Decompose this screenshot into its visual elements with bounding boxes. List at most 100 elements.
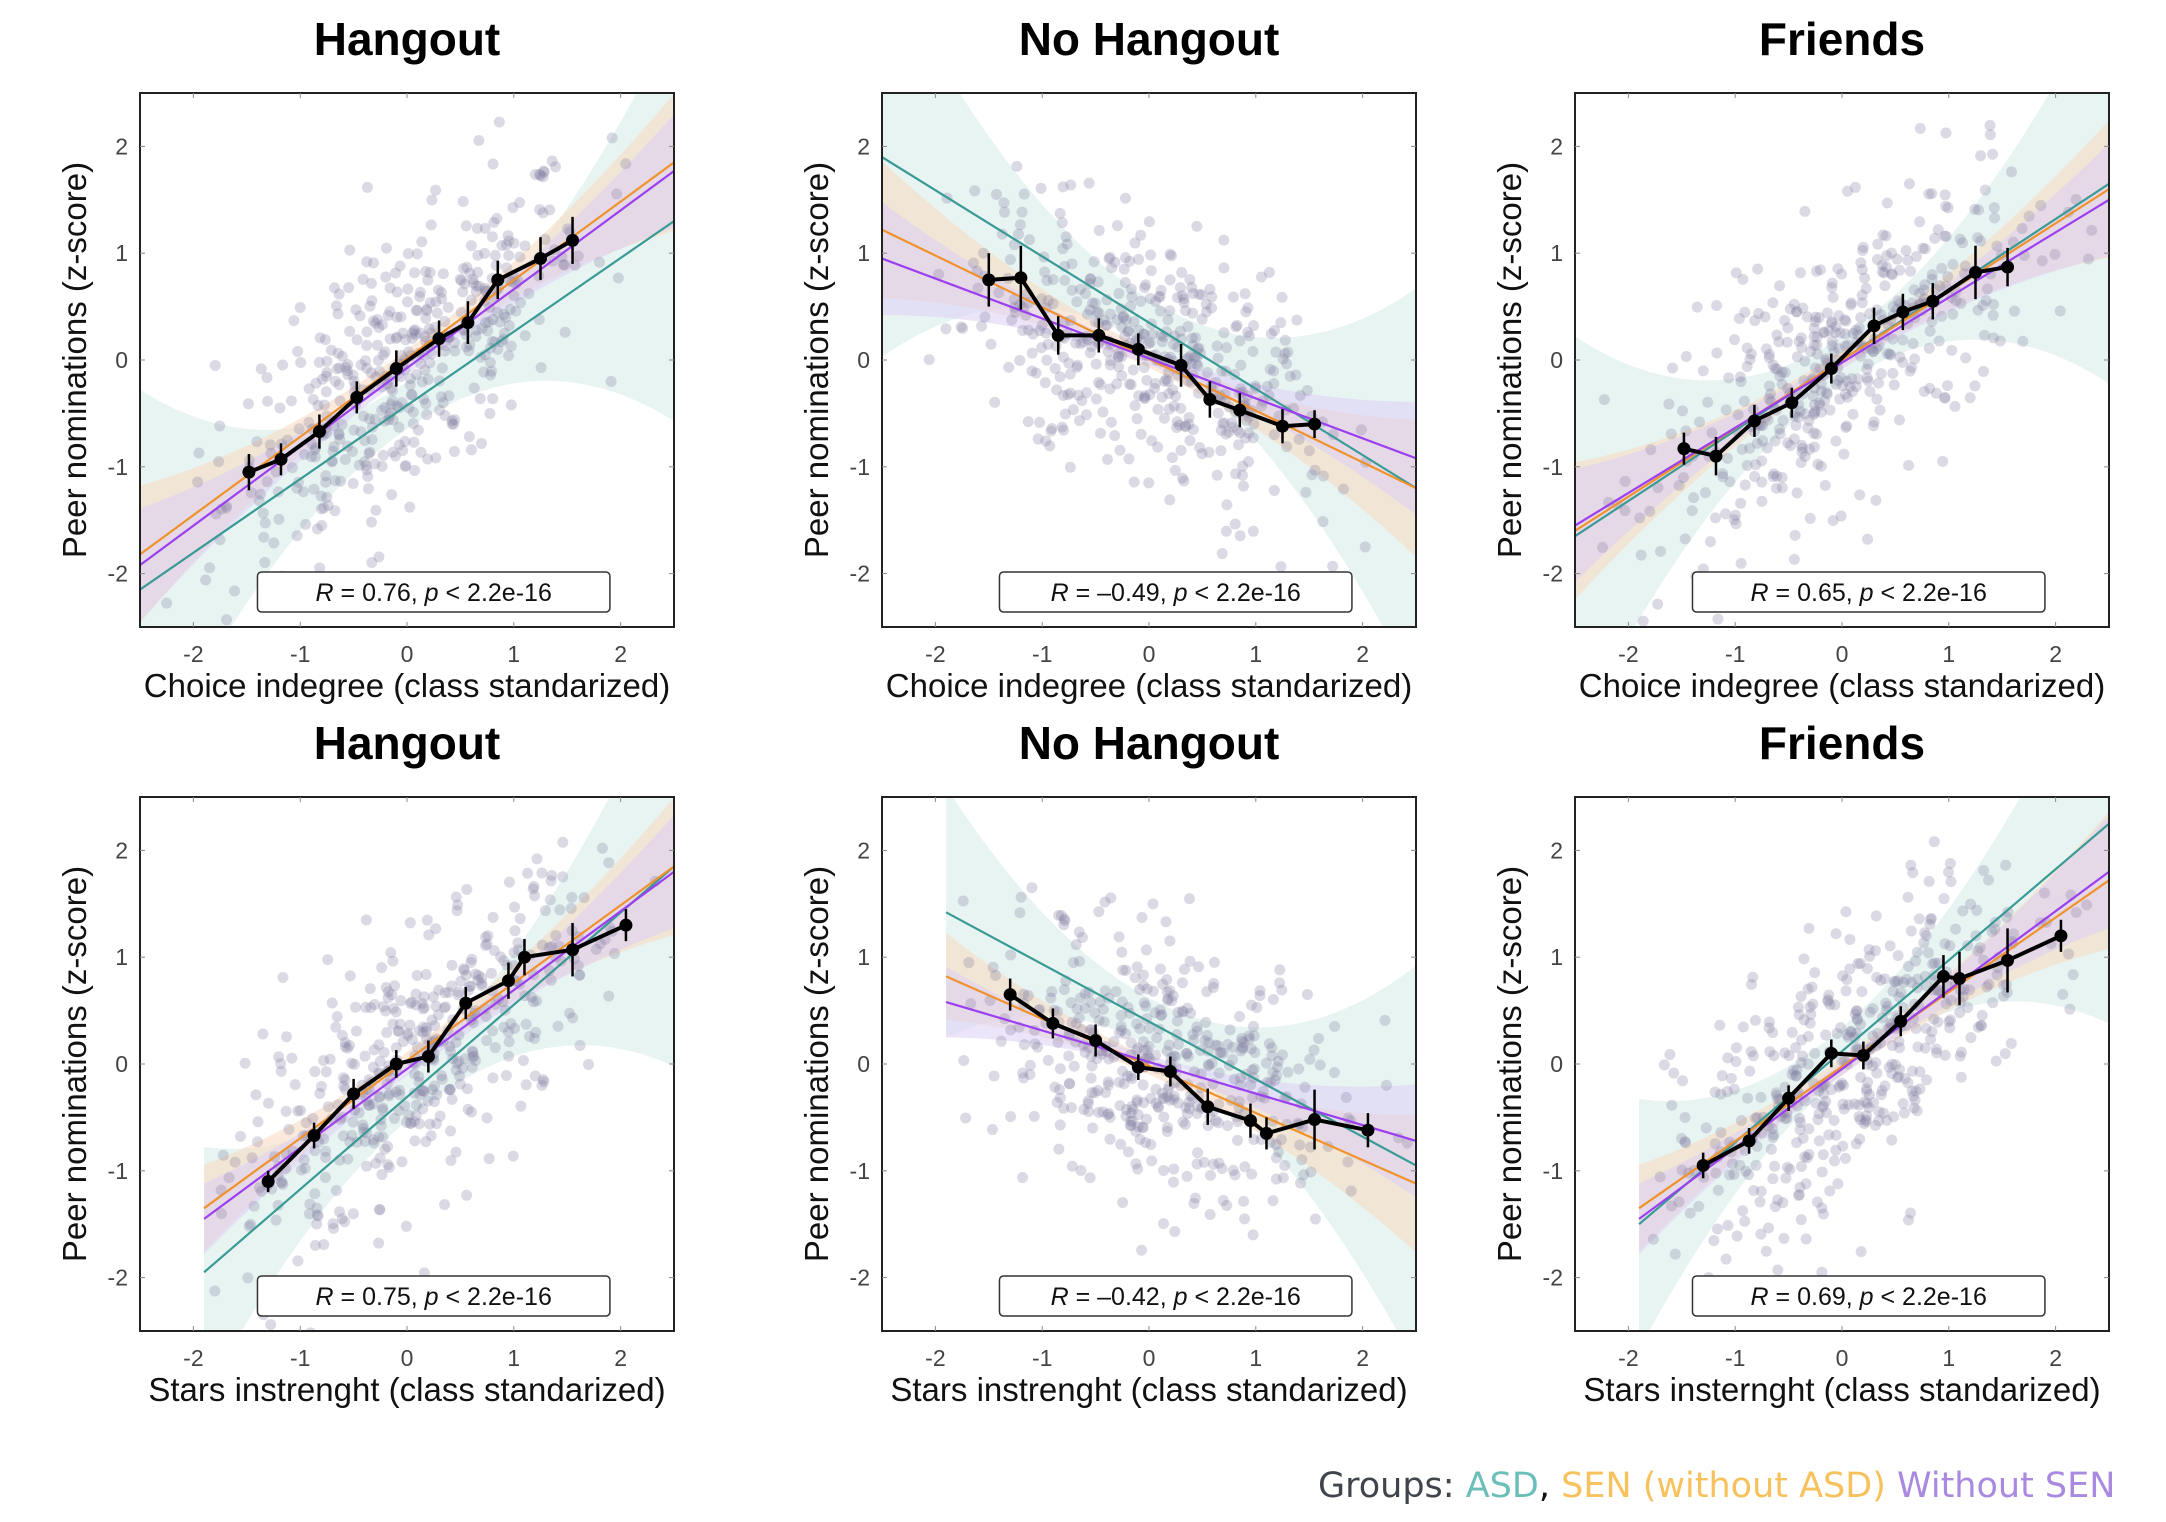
data-point	[1912, 1041, 1924, 1053]
data-point	[394, 1018, 406, 1030]
data-point	[1275, 317, 1287, 329]
data-point	[1807, 998, 1819, 1010]
data-point	[428, 1080, 440, 1092]
x-tick-label: 1	[1249, 1345, 1262, 1371]
data-point	[1811, 428, 1823, 440]
data-point	[1249, 380, 1261, 392]
data-point	[474, 393, 486, 405]
data-point	[327, 1222, 339, 1234]
data-point	[333, 429, 345, 441]
data-point	[1795, 1161, 1807, 1173]
data-point	[1892, 950, 1904, 962]
data-point	[1920, 930, 1932, 942]
data-point	[1049, 362, 1061, 374]
data-point	[343, 282, 355, 294]
data-point	[1183, 418, 1195, 430]
x-axis-label: Stars insternght (class standarized)	[1583, 1371, 2100, 1408]
data-point	[454, 273, 466, 285]
data-point	[1839, 314, 1851, 326]
data-point	[1807, 390, 1819, 402]
data-point	[1827, 514, 1839, 526]
correlation-annotation: R = 0.76, p < 2.2e-16	[256, 571, 611, 613]
data-point	[1117, 1197, 1129, 1209]
data-point	[505, 399, 517, 411]
data-point	[1088, 256, 1100, 268]
data-point	[1156, 1087, 1168, 1099]
data-point	[1734, 371, 1746, 383]
data-point	[1786, 1026, 1798, 1038]
data-point	[449, 414, 461, 426]
data-point	[1730, 267, 1742, 279]
data-point	[620, 158, 632, 170]
data-point	[1781, 336, 1793, 348]
data-point	[1026, 365, 1038, 377]
data-point	[520, 1018, 532, 1030]
data-point	[1762, 644, 1773, 655]
data-point	[209, 360, 221, 372]
y-tick-label: -2	[850, 561, 870, 587]
data-point	[489, 249, 501, 261]
data-point	[472, 266, 484, 278]
data-point	[1186, 281, 1198, 293]
data-point	[1861, 372, 1873, 384]
data-point	[1134, 1133, 1146, 1145]
data-point	[1676, 1132, 1688, 1144]
mean-line	[988, 275, 1315, 429]
data-point	[1833, 310, 1845, 322]
data-point	[1802, 1058, 1814, 1070]
data-point	[1782, 322, 1794, 334]
data-point	[364, 300, 376, 312]
data-point	[1119, 277, 1131, 289]
data-point	[416, 376, 428, 388]
data-point	[370, 1157, 382, 1169]
data-point	[300, 1117, 312, 1129]
data-point	[369, 458, 381, 470]
data-point	[1839, 1152, 1851, 1164]
data-point	[1940, 127, 1952, 139]
data-point	[1044, 440, 1056, 452]
data-point	[1080, 288, 1092, 300]
data-point	[1740, 1165, 1752, 1177]
data-point	[1154, 1004, 1166, 1016]
mean-point	[534, 252, 547, 266]
data-point	[489, 1042, 501, 1054]
data-point	[1054, 371, 1066, 383]
data-point	[1964, 392, 1976, 404]
data-point	[334, 362, 346, 374]
data-point	[1855, 257, 1867, 269]
mean-point	[1131, 342, 1145, 356]
data-point	[1876, 1085, 1888, 1097]
data-point	[461, 261, 473, 273]
data-point	[1905, 859, 1917, 871]
data-point	[1794, 267, 1806, 279]
x-tick-label: -1	[1032, 1345, 1052, 1371]
data-point	[1109, 256, 1121, 268]
data-point	[1786, 1068, 1798, 1080]
data-point	[1770, 482, 1782, 494]
data-point	[1717, 471, 1729, 483]
data-point	[318, 1133, 330, 1145]
data-point	[451, 1057, 463, 1069]
x-tick-label: 0	[1143, 1345, 1156, 1371]
y-axis-label: Peer nominations (z-score)	[798, 866, 835, 1262]
data-point	[413, 1025, 425, 1037]
x-tick-label: -2	[183, 1345, 203, 1371]
data-point	[1711, 347, 1723, 359]
data-point	[417, 1026, 429, 1038]
data-point	[1188, 351, 1200, 363]
data-point	[1884, 940, 1896, 952]
data-point	[1902, 891, 1914, 903]
mean-point	[261, 1174, 275, 1188]
data-point	[1655, 545, 1667, 557]
ci-ribbon-asd	[946, 797, 1416, 1331]
data-point	[1939, 938, 1951, 950]
data-point	[1835, 371, 1847, 383]
data-point	[1795, 1057, 1807, 1069]
data-point	[348, 1058, 360, 1070]
data-point	[1888, 379, 1900, 391]
data-point	[603, 990, 615, 1002]
data-point	[361, 464, 373, 476]
data-point	[1712, 1184, 1724, 1196]
